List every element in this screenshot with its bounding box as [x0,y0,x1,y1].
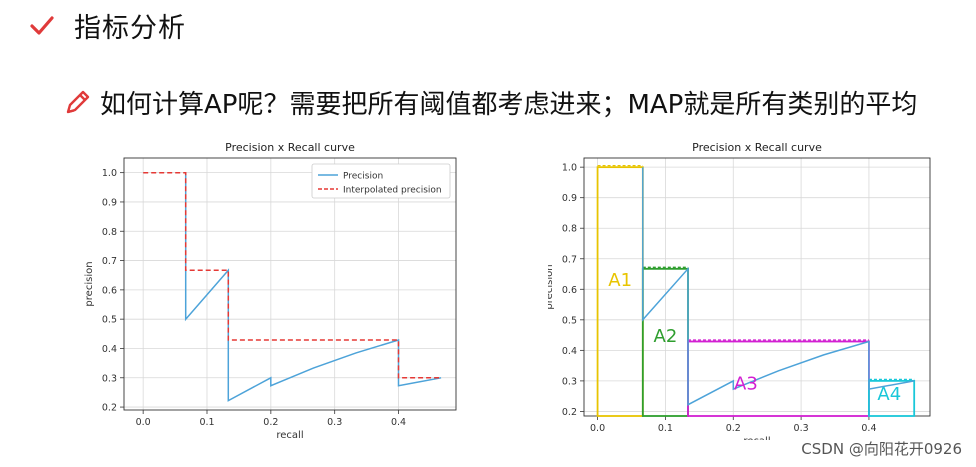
area-label-a1: A1 [608,270,632,291]
subtitle-text: 如何计算AP呢？需要把所有阈值都考虑进来；MAP就是所有类别的平均 [100,90,918,120]
slide-header: 指标分析 [28,6,186,45]
x-tick-label: 0.2 [726,423,741,434]
legend-box [311,163,451,199]
y-tick-label: 0.4 [102,344,117,355]
y-tick-label: 0.7 [102,256,117,267]
y-tick-label: 0.3 [562,376,577,387]
area-label-a4: A4 [877,384,901,405]
y-tick-label: 0.2 [562,407,577,418]
x-axis-label: recall [743,436,770,440]
y-tick-label: 1.0 [102,168,117,179]
area-label-a3: A3 [734,373,758,394]
pr-curve-chart-right: Precision x Recall curve 0.0 0.1 0.2 0.3 0.4 0… [544,138,938,447]
y-tick-label: 0.2 [102,403,117,414]
y-tick-label: 0.9 [102,197,117,208]
pr-curve-chart-left: Precision x Recall curve 0.0 0.1 0.2 0.3 0.4 0… [80,138,460,441]
page-title: 指标分析 [74,13,186,44]
x-axis-label: recall [276,430,303,440]
y-tick-label: 0.8 [562,224,577,235]
y-axis-label: precision [548,264,555,309]
plot-frame [123,157,457,411]
x-tick-label: 0.2 [263,417,278,428]
watermark: CSDN @向阳花开0926 [801,440,962,458]
y-axis-label: precision [84,261,95,306]
x-tick-label: 0.1 [658,423,673,434]
series-line-precision [184,172,442,402]
plot-area [124,158,456,410]
legend-label: Precision [343,171,383,181]
x-tick-label: 0.4 [391,417,406,428]
x-tick-label: 0.4 [861,423,876,434]
x-tick-label: 0.0 [590,423,605,434]
chart-title: Precision x Recall curve [225,141,355,154]
plot-area [584,158,930,416]
y-tick-label: 0.7 [562,254,577,265]
y-tick-label: 0.4 [562,346,577,357]
area-label-a2: A2 [654,326,678,347]
area-rect-a4 [868,379,916,417]
check-icon [30,15,54,35]
pr-curve-svg-left: Precision x Recall curve 0.0 0.1 0.2 0.3 0.4 0… [84,141,457,441]
y-tick-label: 0.8 [102,227,117,238]
series-line-interpolated-precision [143,171,442,379]
x-tick-label: 0.3 [327,417,342,428]
x-tick-label: 0.0 [136,417,151,428]
pr-curve-svg-right: Precision x Recall curve 0.0 0.1 0.2 0.3 0.4 0… [544,141,931,447]
series-line-precision [642,167,915,406]
y-tick-label: 1.0 [562,163,577,174]
y-tick-label: 0.5 [102,315,117,326]
y-tick-label: 0.3 [102,373,117,384]
y-tick-label: 0.6 [562,285,577,296]
legend: Precision Interpolated precision [311,163,451,199]
legend-label: Interpolated precision [343,185,442,195]
y-tick-label: 0.6 [102,285,117,296]
x-tick-label: 0.3 [794,423,809,434]
y-tick-label: 0.5 [562,315,577,326]
pencil-icon [66,90,90,113]
x-tick-label: 0.1 [199,417,214,428]
y-tick-label: 0.9 [562,193,577,204]
subtitle-row: 如何计算AP呢？需要把所有阈值都考虑进来；MAP就是所有类别的平均 [62,84,917,121]
chart-title: Precision x Recall curve [692,141,822,154]
